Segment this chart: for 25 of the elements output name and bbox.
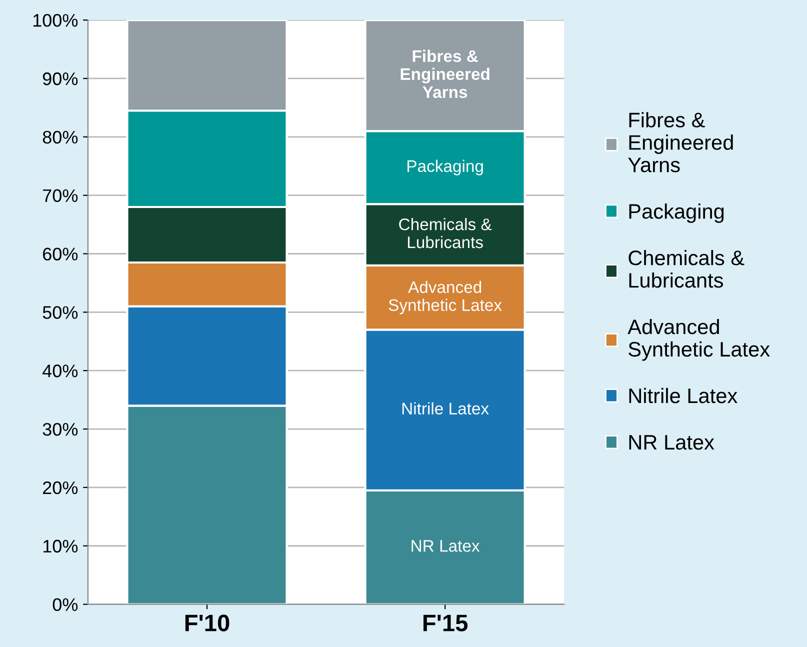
legend-label: Packaging xyxy=(629,204,724,223)
legend-label: Nitrile Latex xyxy=(629,388,738,404)
y-tick-label: 30% xyxy=(42,422,78,436)
legend-label: Chemicals & Lubricants xyxy=(628,250,744,288)
annotation: Fibres & Engineered Yarns xyxy=(400,50,490,98)
annotation: Chemicals & Lubricants xyxy=(399,218,492,248)
annotation: Advanced Synthetic Latex xyxy=(388,280,502,314)
y-tick-label: 40% xyxy=(42,364,78,378)
y-tick-label: 100% xyxy=(33,14,78,27)
x-tick-label: F'10 xyxy=(185,614,230,632)
y-tick-label: 50% xyxy=(42,306,78,319)
y-tick-label: 70% xyxy=(43,189,78,202)
y-tick-label: 80% xyxy=(42,130,78,144)
y-tick-label: 60% xyxy=(43,248,78,260)
y-tick-label: 10% xyxy=(43,540,78,553)
y-tick-label: 20% xyxy=(43,481,78,494)
annotation: Packaging xyxy=(408,160,483,176)
legend-label: Advanced Synthetic Latex xyxy=(628,318,770,361)
legend-label: NR Latex xyxy=(629,435,714,450)
annotation: Nitrile Latex xyxy=(402,402,489,415)
x-tick-label: F'15 xyxy=(423,614,468,632)
annotation: NR Latex xyxy=(412,540,480,552)
legend-label: Fibres & Engineered Yarns xyxy=(628,112,733,172)
y-tick-label: 0% xyxy=(52,598,78,612)
y-tick-label: 90% xyxy=(42,72,78,86)
